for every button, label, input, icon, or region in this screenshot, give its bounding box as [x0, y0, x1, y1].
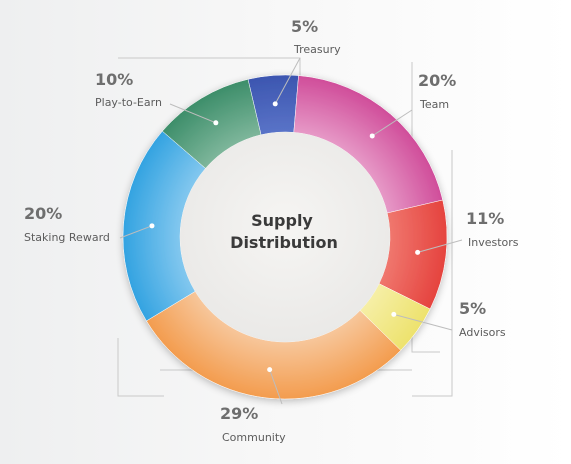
leader-team — [371, 109, 413, 137]
slice-label-team: Team — [419, 98, 449, 111]
leader-lines — [119, 57, 463, 405]
leader-dot-treasury — [272, 101, 278, 107]
leader-investors — [417, 239, 463, 253]
leader-treasury — [274, 57, 301, 105]
slice-value-team: 20% — [418, 71, 456, 90]
slice-value-play-to-earn: 10% — [95, 70, 133, 89]
slice-value-advisors: 5% — [459, 299, 486, 318]
slice-label-community: Community — [222, 431, 286, 444]
slice-value-community: 29% — [220, 404, 258, 423]
leader-play-to-earn — [169, 103, 217, 124]
leader-dot-investors — [415, 249, 421, 255]
slice-value-investors: 11% — [466, 209, 504, 228]
chart-title-line-2: Distribution — [230, 233, 338, 252]
leader-advisors — [393, 313, 453, 331]
slice-label-play-to-earn: Play-to-Earn — [95, 96, 162, 109]
leader-dot-community — [267, 367, 273, 373]
slice-label-treasury: Treasury — [293, 43, 341, 56]
slice-value-staking-reward: 20% — [24, 204, 62, 223]
donut-center — [180, 132, 390, 342]
leader-dot-advisors — [391, 311, 397, 317]
leader-dot-team — [369, 133, 375, 139]
chart-title-line-1: Supply — [251, 211, 313, 230]
leader-dot-staking-reward — [149, 223, 155, 229]
slice-label-advisors: Advisors — [459, 326, 506, 339]
slice-value-treasury: 5% — [291, 17, 318, 36]
leader-staking-reward — [119, 225, 153, 239]
leader-dot-play-to-earn — [213, 120, 219, 126]
leader-community — [269, 369, 283, 405]
slice-label-investors: Investors — [468, 236, 519, 249]
slice-label-staking-reward: Staking Reward — [24, 231, 110, 244]
